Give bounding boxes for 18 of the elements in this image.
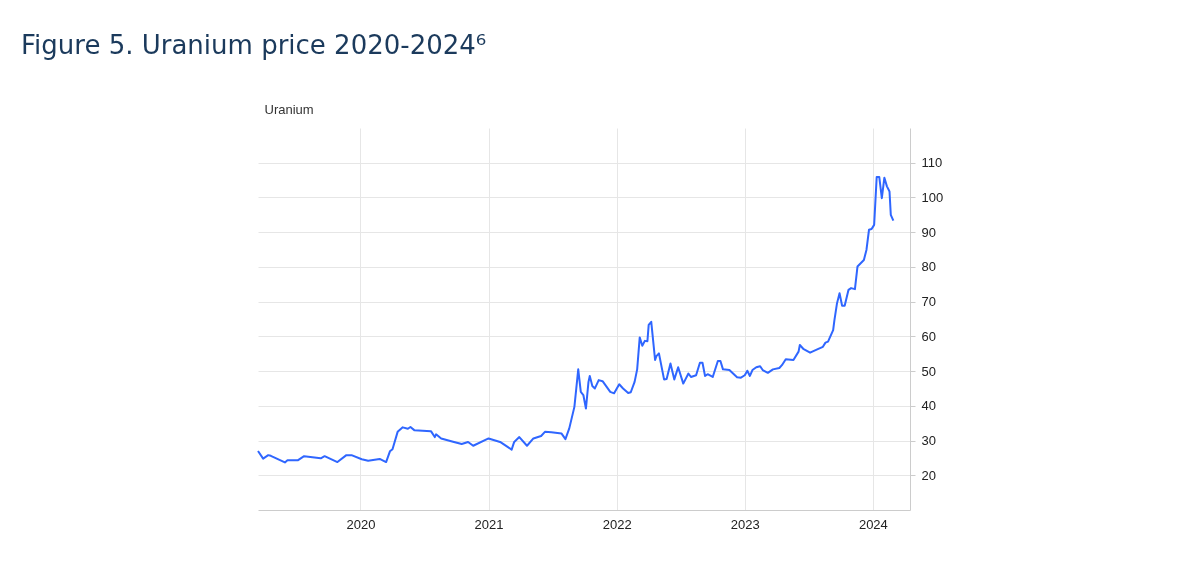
line-series bbox=[257, 175, 895, 464]
y-tick-label: 90 bbox=[921, 224, 936, 240]
x-tick-label: 2020 bbox=[346, 516, 376, 532]
y-tick-label: 100 bbox=[921, 189, 944, 205]
x-tick-label: 2023 bbox=[730, 516, 760, 532]
x-tick-label: 2021 bbox=[474, 516, 504, 532]
y-tick-label: 110 bbox=[921, 155, 943, 171]
y-tick-label: 70 bbox=[921, 294, 936, 310]
y-tick-label: 80 bbox=[921, 259, 936, 275]
y-tick-label: 60 bbox=[921, 328, 936, 344]
x-tick-label: 2024 bbox=[858, 516, 888, 532]
y-axis-title: Uranium bbox=[264, 101, 314, 117]
chart-title: Figure 5. Uranium price 2020-2024⁶ bbox=[21, 30, 487, 60]
y-tick-label: 50 bbox=[921, 363, 936, 379]
x-tick-label: 2022 bbox=[602, 516, 632, 532]
y-tick-label: 40 bbox=[921, 398, 936, 414]
y-tick-label: 20 bbox=[921, 467, 936, 483]
y-tick-label: 30 bbox=[921, 433, 936, 449]
